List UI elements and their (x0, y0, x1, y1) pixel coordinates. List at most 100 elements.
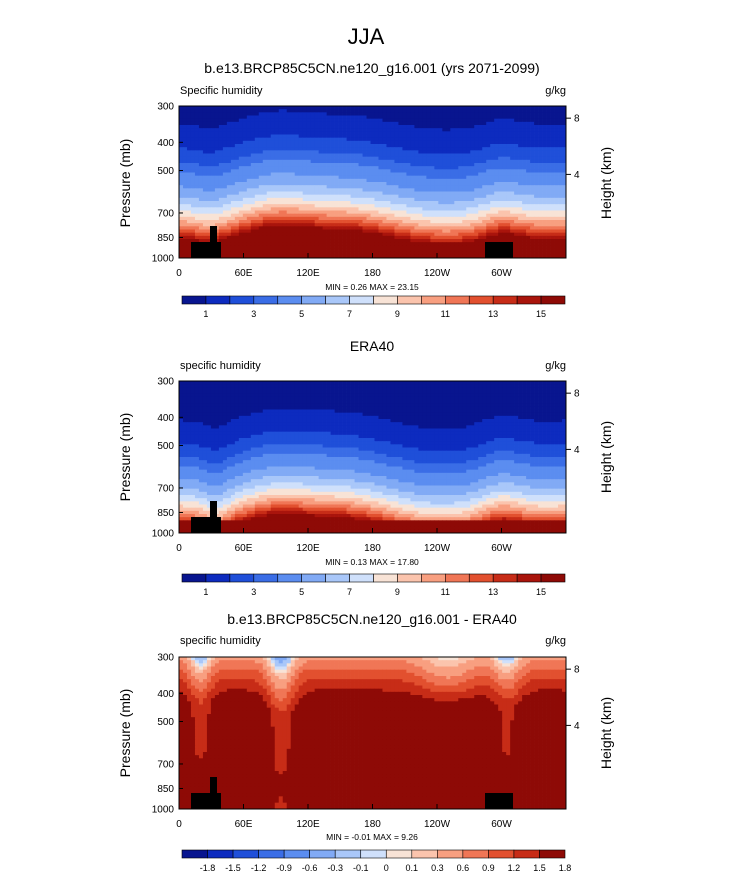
heat-cell (258, 175, 264, 180)
heat-cell (314, 226, 319, 230)
heat-cell (366, 210, 371, 215)
heat-cell (194, 197, 200, 202)
heat-cell (290, 254, 296, 259)
heat-cell (218, 147, 224, 151)
heat-cell (538, 128, 543, 132)
heat-cell (254, 239, 260, 243)
heat-cell (242, 210, 248, 215)
heat-cell (302, 242, 308, 246)
heat-cell (222, 239, 228, 243)
heat-cell (286, 213, 292, 218)
heat-cell (390, 223, 395, 227)
heat-cell (190, 204, 196, 208)
heat-cell (526, 194, 531, 199)
heat-cell (266, 128, 272, 132)
heat-cell (310, 242, 315, 246)
heat-cell (182, 178, 188, 183)
heat-cell (182, 223, 188, 227)
heat-cell (390, 121, 395, 126)
heat-cell (322, 166, 327, 170)
heat-cell (562, 197, 567, 202)
heat-cell (214, 210, 220, 215)
heat-cell (478, 220, 483, 224)
heat-cell (510, 185, 515, 189)
heat-cell (202, 159, 208, 164)
heat-cell (382, 166, 387, 170)
heat-cell (550, 134, 555, 139)
heat-cell (474, 159, 479, 164)
heat-cell (242, 213, 248, 218)
heat-cell (430, 106, 435, 110)
heat-cell (534, 235, 539, 240)
heat-cell (258, 163, 264, 167)
heat-cell (514, 235, 519, 240)
heat-cell (218, 197, 224, 202)
heat-cell (494, 166, 499, 170)
heat-cell (370, 229, 375, 234)
heat-cell (346, 232, 351, 237)
heat-cell (234, 207, 240, 211)
heat-cell (298, 175, 304, 180)
heat-cell (498, 147, 503, 151)
heat-cell (534, 201, 539, 205)
heat-cell (190, 229, 196, 234)
heat-cell (230, 245, 236, 249)
heat-cell (522, 194, 527, 199)
heat-cell (546, 178, 551, 183)
heat-cell (558, 242, 563, 246)
heat-cell (198, 163, 204, 167)
heat-cell (282, 194, 288, 199)
heat-cell (462, 147, 467, 151)
heat-cell (406, 223, 411, 227)
heat-cell (366, 163, 371, 167)
heat-cell (306, 125, 312, 129)
heat-cell (446, 153, 451, 158)
heat-cell (270, 210, 276, 215)
heat-cell (346, 147, 351, 151)
heat-cell (386, 128, 391, 132)
heat-cell (218, 106, 224, 110)
heat-cell (230, 185, 236, 189)
heat-cell (322, 235, 327, 240)
heat-cell (490, 178, 495, 183)
terrain-block (191, 242, 221, 258)
heat-cell (262, 245, 268, 249)
heat-cell (182, 172, 188, 177)
heat-cell (526, 121, 531, 126)
heat-cell (298, 153, 304, 158)
heat-cell (538, 112, 543, 116)
heat-cell (438, 178, 443, 183)
heat-cell (278, 194, 284, 199)
heat-cell (294, 248, 300, 253)
heat-cell (358, 106, 363, 110)
heat-cell (446, 106, 451, 110)
heat-cell (230, 147, 236, 151)
heat-cell (210, 153, 216, 158)
heat-cell (470, 134, 475, 139)
heat-cell (358, 172, 363, 177)
heat-cell (230, 156, 236, 161)
heat-cell (558, 150, 563, 154)
heat-cell (430, 239, 435, 243)
heat-cell (382, 226, 387, 230)
heat-cell (530, 106, 535, 110)
heat-cell (542, 128, 547, 132)
heat-cell (530, 156, 535, 161)
heat-cell (474, 166, 479, 170)
heat-cell (474, 150, 479, 154)
heat-cell (562, 150, 567, 154)
heat-cell (322, 207, 327, 211)
heat-cell (362, 166, 367, 170)
heat-cell (498, 109, 503, 113)
heat-cell (210, 156, 216, 161)
heat-cell (206, 147, 212, 151)
heat-cell (522, 254, 527, 259)
heat-cell (202, 163, 208, 167)
heat-cell (338, 216, 343, 221)
heat-cell (402, 118, 407, 123)
heat-cell (362, 197, 367, 202)
heat-cell (258, 197, 264, 202)
heat-cell (534, 248, 539, 253)
heat-cell (330, 185, 335, 189)
heat-cell (458, 254, 463, 259)
